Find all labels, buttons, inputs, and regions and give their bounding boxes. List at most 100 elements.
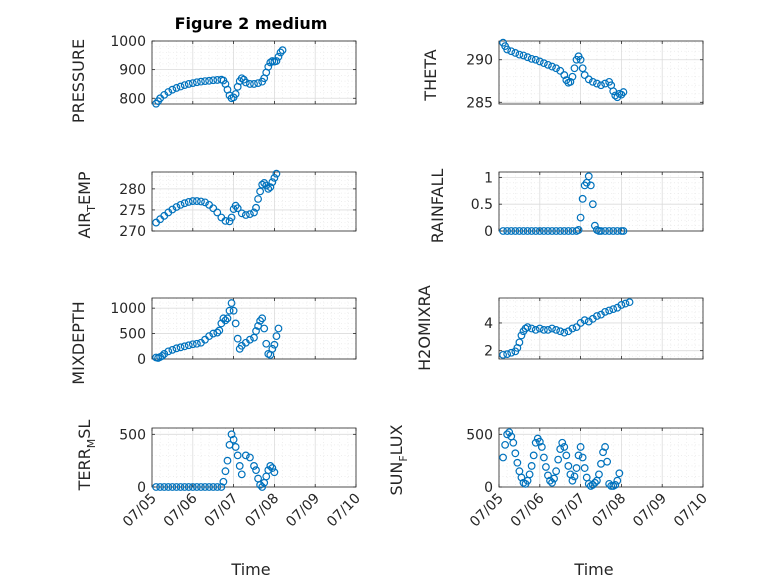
data-point-terr-msl xyxy=(252,466,260,475)
data-point-theta xyxy=(552,64,561,73)
data-point-air-temp xyxy=(209,204,218,213)
data-point-pressure xyxy=(172,84,181,92)
data-point-air-temp xyxy=(254,195,262,203)
data-point-h2omixra xyxy=(593,312,601,320)
xtick-label: 07/05 xyxy=(467,491,507,531)
ytick-label-mixdepth: 500 xyxy=(119,327,146,343)
data-point-h2omixra xyxy=(503,350,512,359)
data-point-air-temp xyxy=(225,217,234,226)
ylabel-mixdepth: MIXDEPTH xyxy=(69,301,88,384)
data-point-pressure xyxy=(276,48,285,57)
ytick-label-rainfall: 0 xyxy=(484,224,493,240)
data-point-h2omixra xyxy=(625,298,634,307)
data-point-sun-flux xyxy=(564,462,573,470)
data-point-air-temp xyxy=(227,213,236,222)
data-point-sun-flux xyxy=(499,453,507,462)
data-point-mixdepth xyxy=(252,327,260,335)
data-point-mixdepth xyxy=(215,326,224,335)
xtick-label: 07/06 xyxy=(161,490,201,530)
data-point-h2omixra xyxy=(605,306,614,315)
data-point-mixdepth xyxy=(262,339,271,348)
data-point-rainfall xyxy=(519,227,528,235)
data-point-mixdepth xyxy=(213,328,222,337)
data-point-h2omixra xyxy=(621,299,630,308)
data-point-rainfall xyxy=(586,181,595,190)
data-point-sun-flux xyxy=(574,451,583,460)
axes-background xyxy=(152,41,356,104)
data-point-rainfall xyxy=(527,227,536,235)
data-point-rainfall xyxy=(597,227,605,235)
data-point-h2omixra xyxy=(515,338,524,347)
axes-background xyxy=(152,428,356,487)
data-point-terr-msl xyxy=(160,483,169,491)
ytick-label-pressure: 900 xyxy=(119,63,146,79)
data-point-mixdepth xyxy=(246,335,254,344)
data-point-air-temp xyxy=(192,197,201,205)
data-point-h2omixra xyxy=(548,324,556,333)
ytick-label-h2omixra: 2 xyxy=(484,344,493,360)
data-point-pressure xyxy=(176,82,185,91)
data-point-sun-flux xyxy=(570,472,579,481)
data-point-theta xyxy=(519,51,528,60)
data-point-h2omixra xyxy=(531,325,540,334)
data-point-mixdepth xyxy=(274,324,283,333)
ylabel-theta: THETA xyxy=(421,49,440,101)
data-point-rainfall xyxy=(539,227,548,235)
data-point-terr-msl xyxy=(231,443,240,451)
subplot-mixdepth: 0 500 1000 xyxy=(110,297,357,368)
data-point-mixdepth xyxy=(188,340,197,349)
data-point-h2omixra xyxy=(556,327,565,336)
data-point-pressure xyxy=(201,77,209,85)
data-point-sun-flux xyxy=(525,470,534,479)
xtick-label: 07/08 xyxy=(589,491,629,531)
data-point-theta xyxy=(527,54,536,63)
xlabel-left: Time xyxy=(230,560,270,579)
data-point-rainfall xyxy=(609,227,618,235)
data-point-rainfall xyxy=(544,227,552,235)
data-point-sun-flux xyxy=(511,449,520,458)
data-point-h2omixra xyxy=(609,305,618,313)
data-point-rainfall xyxy=(584,172,593,181)
data-point-theta xyxy=(503,45,512,54)
data-point-pressure xyxy=(180,81,189,89)
data-point-mixdepth xyxy=(225,306,234,315)
data-point-theta xyxy=(584,75,593,84)
data-point-theta xyxy=(535,57,544,66)
data-point-sun-flux xyxy=(505,428,514,437)
data-point-air-temp xyxy=(256,187,265,196)
data-point-terr-msl xyxy=(180,483,189,491)
data-point-terr-msl xyxy=(168,483,177,491)
data-point-terr-msl xyxy=(192,483,201,491)
data-point-sun-flux xyxy=(546,476,554,485)
axes-frame xyxy=(498,40,704,105)
data-point-sun-flux xyxy=(599,448,607,457)
data-point-sun-flux xyxy=(509,438,518,447)
data-point-air-temp xyxy=(268,178,277,187)
data-point-theta xyxy=(539,59,548,68)
data-point-theta xyxy=(515,50,524,59)
xtick-label: 07/10 xyxy=(671,491,711,531)
ytick-label-sun-flux: 0 xyxy=(484,480,493,496)
data-point-sun-flux xyxy=(517,473,526,482)
data-point-theta xyxy=(560,71,569,79)
xtick-label: 07/08 xyxy=(242,491,282,531)
data-point-theta xyxy=(556,66,565,75)
data-point-terr-msl xyxy=(256,480,265,489)
data-point-rainfall xyxy=(499,227,507,235)
data-point-terr-msl xyxy=(223,456,232,465)
data-point-mixdepth xyxy=(180,342,189,351)
data-point-air-temp xyxy=(188,197,197,205)
ylabel-sun-flux: SUNFLUX xyxy=(387,424,410,495)
ylabel-h2omixra: H2OMIXRA xyxy=(415,285,434,371)
data-point-terr-msl xyxy=(156,483,165,491)
ytick-label-terr-msl: 0 xyxy=(137,480,146,496)
subplot-pressure: 800 900 1000 xyxy=(110,34,357,108)
data-point-theta xyxy=(570,64,579,73)
data-point-theta xyxy=(593,79,601,88)
data-point-pressure xyxy=(184,80,193,88)
data-point-sun-flux xyxy=(580,464,589,472)
data-point-sun-flux xyxy=(537,443,546,451)
data-point-theta xyxy=(576,55,585,64)
data-point-theta xyxy=(507,47,516,56)
subplot-air-temp: 270 275 280 xyxy=(119,169,357,240)
